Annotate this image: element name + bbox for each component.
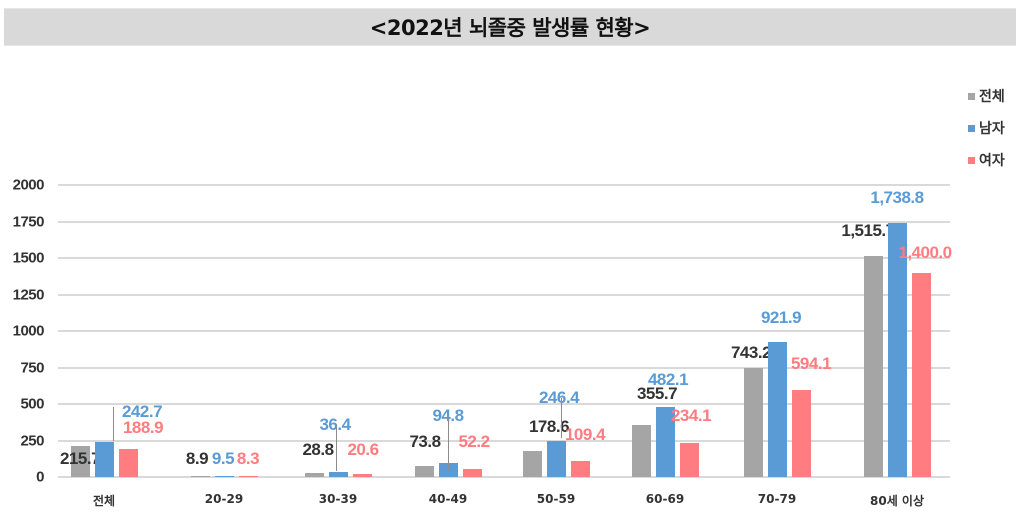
legend-label: 전체 bbox=[979, 89, 1005, 105]
bar-female bbox=[911, 272, 931, 477]
legend-label: 남자 bbox=[979, 121, 1005, 137]
bar-male bbox=[546, 441, 566, 477]
y-tick-label: 0 bbox=[36, 468, 44, 486]
x-category-label: 60-69 bbox=[645, 492, 685, 506]
gridline bbox=[58, 366, 950, 369]
legend-swatch-icon bbox=[968, 92, 975, 100]
gridline bbox=[58, 184, 950, 186]
y-tick-label: 2000 bbox=[12, 176, 45, 194]
bar-female bbox=[791, 390, 811, 477]
value-label-female: 594.1 bbox=[790, 354, 832, 373]
legend-item: 여자 bbox=[968, 144, 1005, 176]
bar-male bbox=[214, 475, 234, 477]
label-leader-line bbox=[113, 407, 114, 441]
y-tick-label: 750 bbox=[20, 359, 44, 376]
bar-male bbox=[655, 406, 675, 477]
bar-female bbox=[352, 473, 372, 477]
value-label-male: 246.4 bbox=[538, 388, 580, 407]
bar-male bbox=[328, 471, 348, 477]
label-leader-line bbox=[336, 424, 337, 471]
value-label-total: 1,515.7 bbox=[841, 221, 895, 240]
legend-label: 여자 bbox=[979, 153, 1005, 169]
value-label-total: 8.9 bbox=[185, 449, 209, 468]
value-label-female: 20.6 bbox=[347, 440, 379, 459]
bar-total bbox=[304, 472, 324, 477]
bar-male bbox=[887, 223, 907, 477]
gridline bbox=[58, 293, 950, 296]
value-label-male: 921.9 bbox=[760, 308, 802, 327]
label-leader-line bbox=[448, 418, 449, 470]
value-label-total: 178.6 bbox=[528, 417, 570, 436]
value-label-female: 188.9 bbox=[122, 418, 164, 437]
bar-male bbox=[767, 342, 787, 477]
bar-female bbox=[238, 475, 258, 477]
gridline bbox=[58, 257, 950, 259]
y-tick-label: 1750 bbox=[12, 213, 45, 230]
x-category-label: 70-79 bbox=[757, 492, 797, 506]
x-category-label: 80세 이상 bbox=[870, 494, 924, 508]
bar-female bbox=[570, 461, 590, 477]
value-label-female: 234.1 bbox=[670, 406, 712, 425]
value-label-male: 9.5 bbox=[211, 449, 235, 468]
bar-female bbox=[462, 469, 482, 477]
bar-female bbox=[118, 449, 138, 477]
bar-total bbox=[414, 466, 434, 477]
y-tick-label: 1000 bbox=[12, 322, 45, 340]
legend-item: 전체 bbox=[968, 80, 1005, 112]
gridline bbox=[58, 220, 950, 223]
value-label-total: 355.7 bbox=[636, 384, 678, 403]
value-label-total: 215.7 bbox=[59, 449, 101, 468]
bar-total bbox=[522, 450, 542, 477]
y-tick-label: 1250 bbox=[12, 286, 45, 303]
value-label-male: 242.7 bbox=[121, 402, 163, 421]
value-label-male: 36.4 bbox=[319, 415, 351, 434]
y-tick-label: 1500 bbox=[12, 249, 45, 267]
bar-total bbox=[863, 255, 883, 477]
chart-title-bar: <2022년 뇌졸중 발생률 현황> bbox=[4, 8, 1016, 46]
x-category-label: 50-59 bbox=[536, 492, 576, 506]
gridline bbox=[58, 476, 950, 478]
chart-title: <2022년 뇌졸중 발생률 현황> bbox=[369, 16, 651, 40]
value-label-male: 1,738.8 bbox=[870, 188, 924, 207]
label-leader-line bbox=[561, 398, 562, 438]
legend-swatch-icon bbox=[968, 156, 975, 164]
value-label-total: 28.8 bbox=[302, 440, 334, 459]
bar-male bbox=[438, 463, 458, 477]
bar-male bbox=[94, 441, 114, 477]
value-label-female: 109.4 bbox=[564, 425, 606, 444]
bar-female bbox=[679, 442, 699, 477]
value-label-female: 8.3 bbox=[236, 449, 260, 468]
x-category-label: 20-29 bbox=[204, 492, 244, 506]
y-tick-label: 500 bbox=[20, 395, 44, 413]
value-label-female: 52.2 bbox=[458, 432, 490, 451]
value-label-male: 482.1 bbox=[647, 370, 689, 389]
bar-total bbox=[631, 425, 651, 477]
value-label-male: 94.8 bbox=[432, 406, 464, 425]
value-label-female: 1,400.0 bbox=[898, 243, 952, 262]
value-label-total: 73.8 bbox=[409, 432, 441, 451]
gridline bbox=[58, 403, 950, 405]
gridline bbox=[58, 439, 950, 442]
bar-total bbox=[743, 368, 763, 477]
x-category-label: 40-49 bbox=[428, 492, 468, 506]
bar-total bbox=[70, 445, 90, 477]
legend-item: 남자 bbox=[968, 112, 1005, 144]
x-category-label: 전체 bbox=[92, 494, 116, 508]
value-label-total: 743.2 bbox=[730, 343, 772, 362]
x-category-label: 30-39 bbox=[318, 492, 358, 506]
y-tick-label: 250 bbox=[20, 432, 44, 449]
bar-total bbox=[190, 475, 210, 477]
legend-swatch-icon bbox=[968, 124, 975, 132]
gridline bbox=[58, 330, 950, 332]
